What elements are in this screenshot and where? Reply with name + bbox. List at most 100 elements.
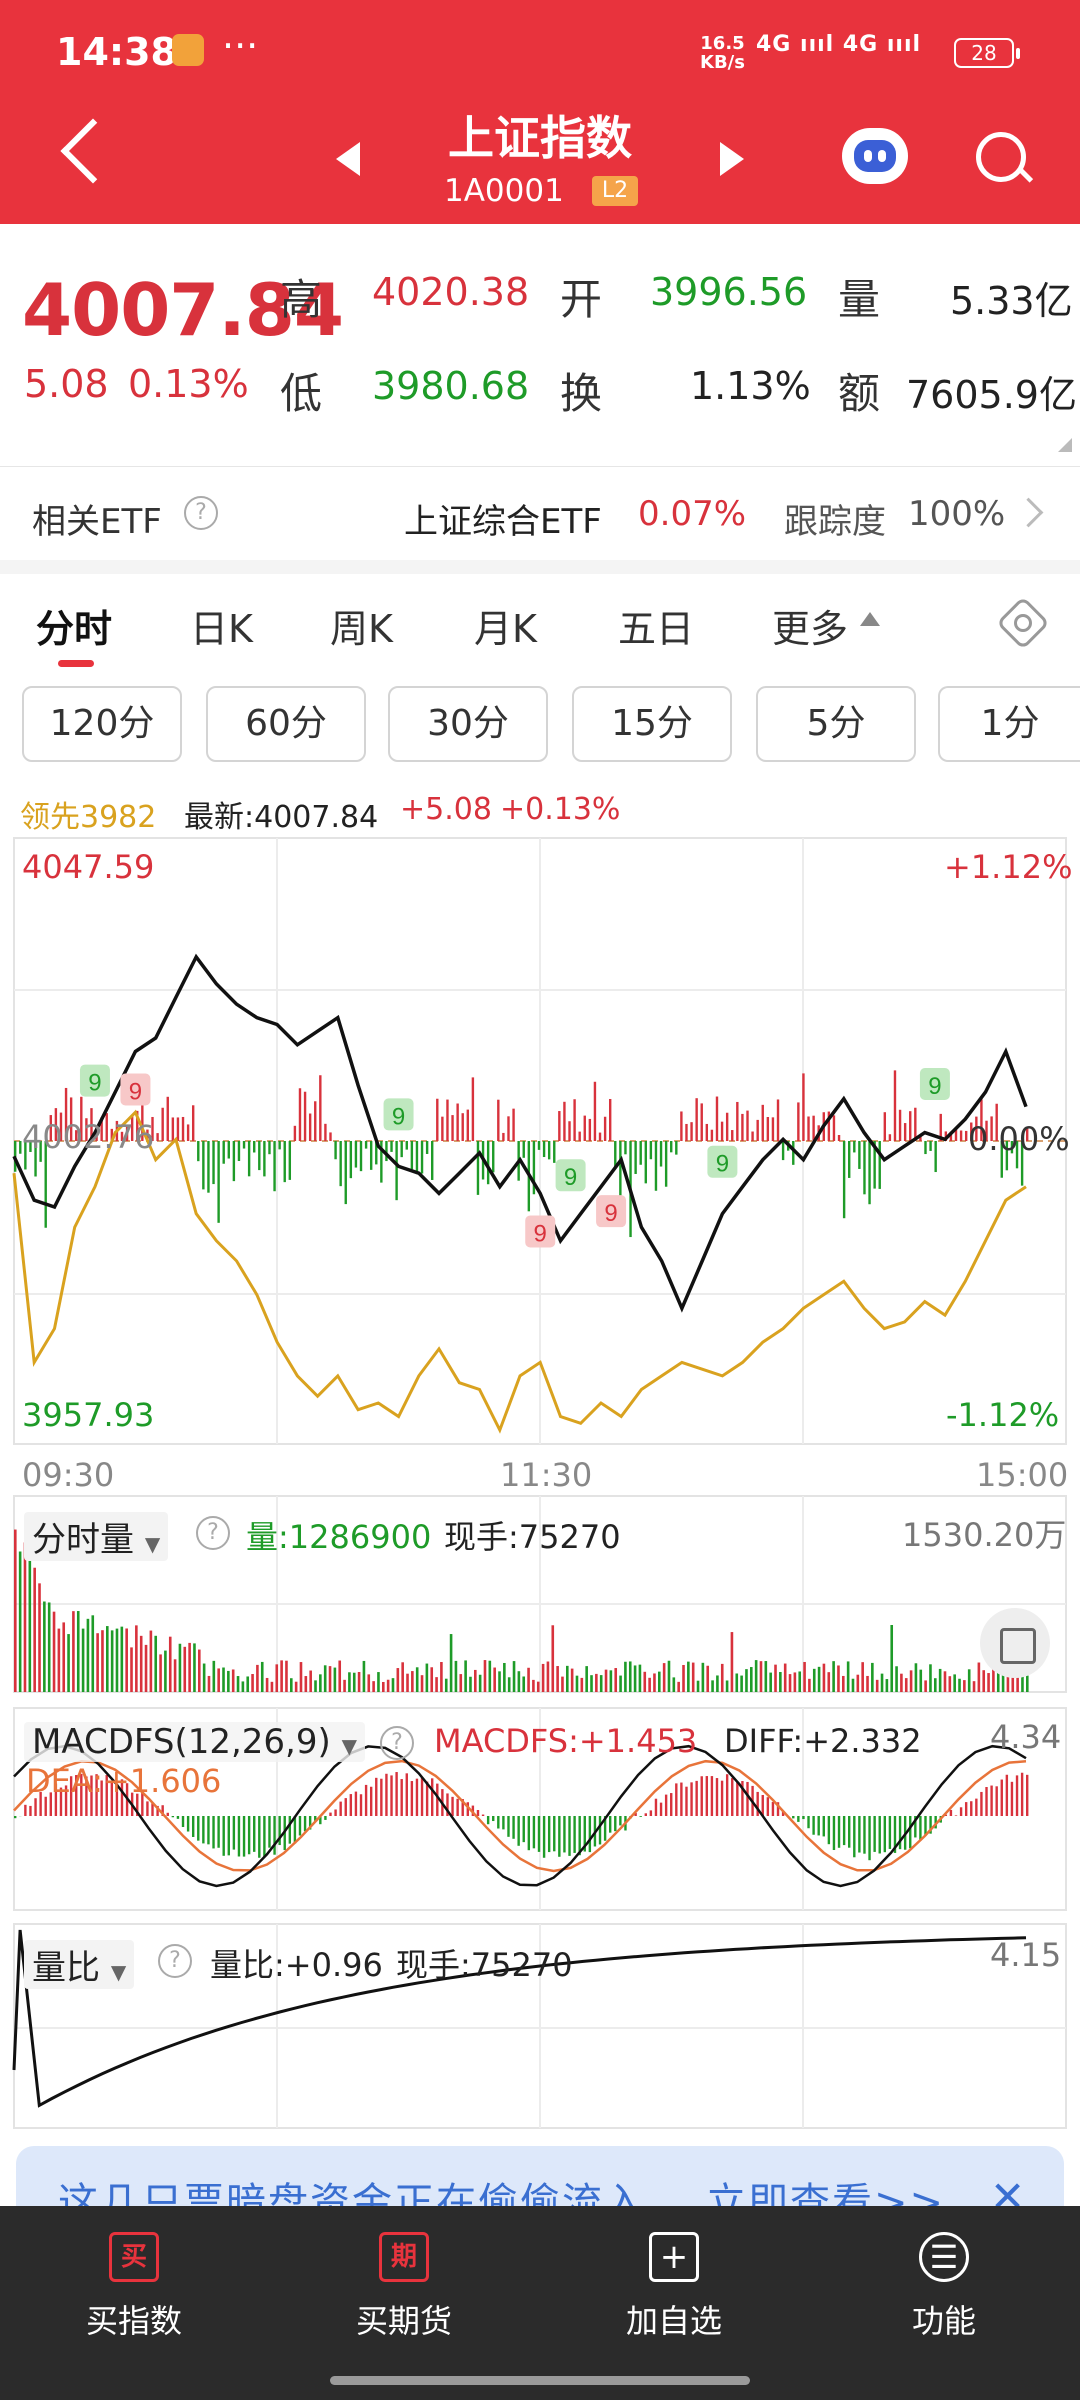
- period-120min[interactable]: 120分: [22, 686, 182, 762]
- macd-bar: [670, 1793, 673, 1816]
- up-bar: [85, 1118, 88, 1141]
- macd-bar: [893, 1816, 897, 1853]
- up-bar: [105, 1113, 108, 1141]
- period-15min[interactable]: 15分: [572, 686, 732, 762]
- help-icon[interactable]: ?: [196, 1516, 230, 1550]
- tab-monthly-k[interactable]: 月K: [474, 607, 537, 651]
- volume-bar: [290, 1678, 293, 1692]
- expand-corner-icon[interactable]: [1058, 438, 1072, 452]
- tab-more[interactable]: 更多: [772, 607, 849, 651]
- fullscreen-button[interactable]: [980, 1608, 1050, 1678]
- macd-bar: [512, 1816, 515, 1839]
- ratio-panel-title: 量比: [32, 1948, 100, 1988]
- period-60min[interactable]: 60分: [206, 686, 366, 762]
- volume-bar: [536, 1681, 540, 1692]
- etf-name[interactable]: 上证综合ETF: [404, 502, 602, 542]
- macd-bar: [461, 1799, 464, 1816]
- up-bar: [827, 1111, 831, 1141]
- up-bar: [497, 1099, 500, 1141]
- macd-bar: [863, 1816, 866, 1854]
- macd-bar: [532, 1816, 536, 1849]
- up-bar: [680, 1111, 683, 1141]
- macd-bar: [776, 1802, 780, 1816]
- volume-bar: [459, 1674, 463, 1692]
- volume-bar: [67, 1634, 70, 1692]
- tab-five-day[interactable]: 五日: [618, 607, 695, 651]
- tab-intraday[interactable]: 分时: [36, 607, 113, 651]
- pct-axis-base: 0.00%: [968, 1120, 1070, 1158]
- up-bar: [949, 1131, 953, 1141]
- home-indicator[interactable]: [330, 2376, 750, 2385]
- macd-bar: [375, 1777, 378, 1816]
- down-bar: [44, 1141, 47, 1228]
- macd-bar: [451, 1796, 454, 1816]
- network-speed-value: 16.5: [700, 33, 745, 54]
- up-bar: [903, 1123, 907, 1141]
- down-bar: [781, 1141, 785, 1161]
- period-30min[interactable]: 30分: [388, 686, 548, 762]
- macd-bar: [547, 1816, 551, 1853]
- search-icon[interactable]: [976, 132, 1026, 182]
- add-watchlist-button[interactable]: + 加自选: [574, 2232, 774, 2342]
- up-bar: [573, 1099, 576, 1141]
- ratio-value: 量比:+0.96: [210, 1946, 383, 1984]
- macd-bar: [95, 1774, 98, 1816]
- volume-bar: [643, 1671, 647, 1692]
- macd-bar: [136, 1793, 139, 1816]
- help-icon[interactable]: ?: [184, 496, 218, 530]
- volume-bar: [469, 1676, 472, 1692]
- macd-bar: [797, 1816, 800, 1822]
- macd-bar: [542, 1816, 546, 1858]
- up-bar: [80, 1096, 83, 1141]
- down-bar: [492, 1141, 495, 1173]
- volume-panel-selector[interactable]: 分时量 ▼: [24, 1512, 169, 1561]
- tab-weekly-k[interactable]: 周K: [330, 607, 393, 651]
- tab-daily-k[interactable]: 日K: [190, 607, 253, 651]
- down-bar: [415, 1141, 419, 1175]
- volume-bar: [125, 1628, 128, 1692]
- macd-bar: [176, 1816, 180, 1819]
- volume-bar: [76, 1611, 80, 1692]
- functions-button[interactable]: ☰ 功能: [844, 2232, 1044, 2342]
- up-bar: [151, 1116, 154, 1141]
- next-stock-icon[interactable]: [720, 142, 744, 176]
- volume-bar: [444, 1678, 448, 1692]
- help-icon[interactable]: ?: [380, 1726, 414, 1760]
- down-bar: [842, 1141, 846, 1219]
- buy-index-button[interactable]: 买 买指数: [34, 2232, 234, 2342]
- ratio-panel-selector[interactable]: 量比 ▼: [24, 1940, 135, 1989]
- up-bar: [751, 1131, 754, 1141]
- volume-bar: [110, 1630, 114, 1692]
- volume-bar: [653, 1673, 656, 1692]
- volume-bar: [391, 1678, 395, 1692]
- period-1min[interactable]: 1分: [938, 686, 1080, 762]
- volume-bar: [474, 1669, 477, 1692]
- down-bar: [212, 1141, 215, 1185]
- volume-bar: [929, 1664, 932, 1692]
- up-bar: [939, 1113, 942, 1141]
- ratio-hand: 现手:75270: [396, 1946, 573, 1984]
- macd-bar: [680, 1782, 683, 1816]
- volume-bar: [890, 1624, 894, 1692]
- down-bar: [670, 1141, 673, 1153]
- volume-bar: [52, 1611, 56, 1692]
- down-bar: [858, 1141, 861, 1169]
- macd-bar: [247, 1816, 251, 1855]
- period-5min[interactable]: 5分: [756, 686, 916, 762]
- macd-bar: [527, 1816, 531, 1851]
- signal-marker: [919, 1067, 950, 1100]
- macd-bar: [324, 1816, 327, 1820]
- volume-bar: [507, 1677, 511, 1692]
- macd-panel-selector[interactable]: MACDFS(12,26,9) ▼: [24, 1722, 365, 1762]
- low-label: 低: [280, 369, 323, 418]
- macd-bar: [914, 1816, 917, 1838]
- turnover-label: 换: [560, 369, 603, 418]
- buy-futures-button[interactable]: 期 买期货: [304, 2232, 504, 2342]
- up-bar: [695, 1098, 698, 1141]
- macd-bar: [171, 1816, 175, 1818]
- volume-bar: [294, 1681, 298, 1692]
- volume-bar: [948, 1676, 952, 1692]
- previous-stock-icon[interactable]: [336, 142, 360, 176]
- help-icon[interactable]: ?: [158, 1944, 192, 1978]
